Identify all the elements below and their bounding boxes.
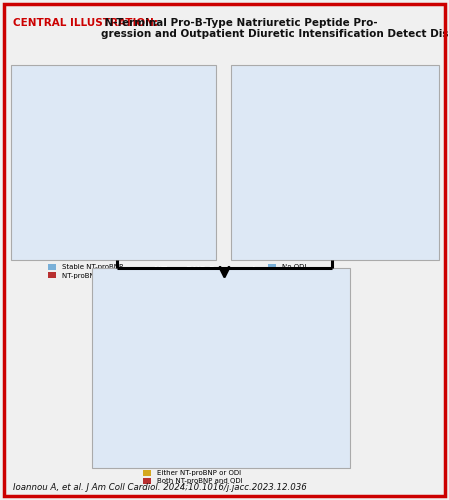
Legend: Stable NT-proBNP, NT-proBNP Progression: Stable NT-proBNP, NT-proBNP Progression bbox=[48, 264, 141, 278]
Text: NT-proBNP Progression and
Outpatient Diuretic Intensification: NT-proBNP Progression and Outpatient Diu… bbox=[136, 266, 305, 285]
Bar bbox=[159, 162, 176, 222]
Text: NT-proBNP Progression: NT-proBNP Progression bbox=[57, 66, 170, 75]
Y-axis label: Death Rate
(Per 100 Person-Years): Death Rate (Per 100 Person-Years) bbox=[112, 330, 126, 410]
Text: CENTRAL ILLUSTRATION:: CENTRAL ILLUSTRATION: bbox=[13, 18, 158, 28]
Bar bbox=[92, 139, 109, 222]
Legend: No ODI, ODI: No ODI, ODI bbox=[268, 264, 306, 278]
Bar bbox=[363, 192, 379, 222]
Text: Ioannou A, et al. J Am Coll Cardiol. 2024;10.1016/j.jacc.2023.12.036: Ioannou A, et al. J Am Coll Cardiol. 202… bbox=[13, 484, 307, 492]
Text: ODI is associated with a 1.9-fold higher risk
of mortality in the NAC cohort and: ODI is associated with a 1.9-fold higher… bbox=[239, 80, 407, 120]
Bar bbox=[379, 162, 396, 222]
Y-axis label: Death Rate
(Per 100 Person-Years): Death Rate (Per 100 Person-Years) bbox=[16, 132, 29, 213]
Legend: Neither NT-proBNP or ODI, Either NT-proBNP or ODI, Both NT-proBNP and ODI: Neither NT-proBNP or ODI, Either NT-proB… bbox=[143, 462, 246, 484]
Text: Outpatient Diuretic Intensification: Outpatient Diuretic Intensification bbox=[251, 66, 419, 75]
Bar bbox=[312, 136, 329, 222]
Text: N-Terminal Pro-B-Type Natriuretic Peptide Pro-
gression and Outpatient Diuretic : N-Terminal Pro-B-Type Natriuretic Peptid… bbox=[101, 18, 449, 39]
Bar bbox=[280, 352, 295, 420]
Bar bbox=[143, 189, 159, 222]
Bar bbox=[172, 388, 187, 420]
Bar bbox=[249, 400, 264, 420]
Text: Combining both variables produces a simple,
universally applicable model that de: Combining both variables produces a simp… bbox=[102, 286, 276, 316]
Text: NT-proBNP progression is associated with a
1.8-fold higher risk of mortality in : NT-proBNP progression is associated with… bbox=[19, 80, 185, 110]
Bar bbox=[202, 326, 218, 420]
Y-axis label: Death Rate
(Per 100 Person-Years): Death Rate (Per 100 Person-Years) bbox=[236, 132, 249, 213]
Bar bbox=[75, 176, 92, 222]
Bar bbox=[187, 357, 202, 420]
Bar bbox=[264, 380, 280, 420]
Bar bbox=[295, 176, 312, 222]
